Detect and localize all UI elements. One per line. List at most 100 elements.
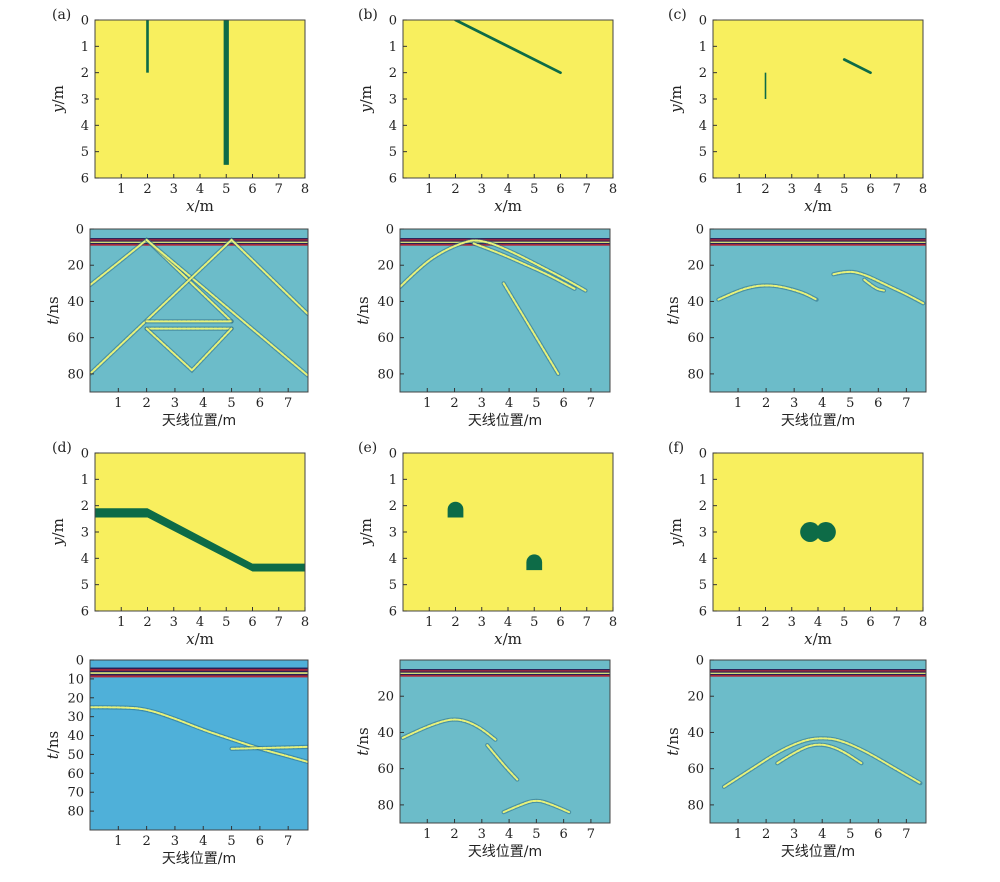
y-tick-label: 1 [699, 40, 707, 55]
y-axis-label: t/ns [44, 731, 62, 759]
x-tick-label: 4 [814, 615, 822, 630]
x-tick-label: 3 [790, 396, 798, 411]
y-tick-label: 0 [81, 14, 89, 29]
y-tick-label: 0 [386, 223, 394, 238]
direct-wave-stripe [90, 667, 308, 670]
y-tick-label: 60 [67, 331, 84, 346]
plot-background [403, 453, 613, 611]
x-tick-label: 7 [587, 827, 595, 842]
x-axis-label: x/m [494, 630, 522, 648]
y-tick-label: 60 [687, 331, 704, 346]
direct-wave-stripe [400, 669, 610, 671]
direct-wave-stripe [400, 242, 610, 245]
y-axis-label: y/m [49, 85, 67, 114]
x-tick-label: 4 [196, 182, 204, 197]
y-tick-label: 6 [699, 605, 707, 620]
x-tick-label: 6 [874, 827, 882, 842]
y-tick-label: 1 [389, 473, 397, 488]
x-tick-label: 8 [919, 615, 927, 630]
direct-wave-stripe [400, 673, 610, 676]
x-axis-label: x/m [186, 630, 214, 648]
x-tick-label: 4 [196, 615, 204, 630]
panel-a-radargram: 1 2 3 4 5 6 7 0 20 40 60 80 天线位置/m t/ns [44, 223, 309, 429]
x-tick-label: 7 [893, 182, 901, 197]
y-tick-label: 40 [67, 729, 84, 744]
y-tick-label: 20 [67, 691, 84, 706]
direct-wave-stripe [400, 241, 610, 244]
x-tick-label: 5 [532, 827, 540, 842]
x-axis-label: x/m [804, 197, 832, 215]
panel-tag: (f) [668, 440, 684, 456]
x-tick-label: 3 [788, 615, 796, 630]
reflection-event [400, 717, 498, 742]
y-tick-label: 3 [81, 93, 89, 108]
y-tick-label: 2 [699, 66, 707, 81]
x-tick-label: 2 [761, 182, 769, 197]
direct-wave-stripe [400, 239, 610, 241]
direct-wave-stripe [90, 669, 308, 672]
x-tick-label: 2 [450, 827, 458, 842]
reflection-event [485, 743, 520, 782]
direct-wave-stripe [710, 240, 926, 243]
x-tick-label: 6 [248, 182, 256, 197]
x-tick-label: 6 [874, 396, 882, 411]
y-tick-label: 1 [389, 40, 397, 55]
target-line [454, 20, 562, 75]
direct-wave-stripe [710, 671, 926, 674]
x-tick-label: 3 [170, 615, 178, 630]
y-tick-label: 20 [687, 259, 704, 274]
y-tick-label: 80 [687, 367, 704, 382]
x-tick-label: 4 [505, 396, 513, 411]
y-tick-label: 5 [699, 145, 707, 160]
y-tick-label: 40 [687, 726, 704, 741]
x-tick-label: 1 [423, 396, 431, 411]
target-rect [223, 20, 229, 165]
y-tick-label: 20 [377, 690, 394, 705]
x-tick-label: 2 [451, 615, 459, 630]
direct-wave-stripe [710, 242, 926, 245]
y-tick-label: 0 [81, 447, 89, 462]
x-tick-label: 3 [171, 834, 179, 849]
y-tick-label: 50 [67, 748, 84, 763]
y-tick-label: 6 [81, 605, 89, 620]
x-tick-label: 6 [559, 827, 567, 842]
target-line [842, 58, 872, 75]
x-tick-label: 1 [114, 396, 122, 411]
panel-tag: (d) [52, 440, 72, 456]
direct-wave-stripe [90, 672, 308, 675]
x-tick-label: 4 [814, 182, 822, 197]
x-tick-label: 1 [734, 827, 742, 842]
x-tick-label: 2 [762, 396, 770, 411]
reflection-event [501, 281, 561, 376]
x-axis-label: x/m [804, 630, 832, 648]
x-tick-label: 7 [902, 827, 910, 842]
y-tick-label: 80 [377, 798, 394, 813]
y-tick-label: 4 [389, 119, 397, 134]
plot-background [400, 660, 610, 823]
y-tick-label: 80 [377, 367, 394, 382]
plot-frame [709, 228, 927, 393]
reflection-event [90, 236, 308, 376]
direct-wave-stripe [90, 238, 308, 240]
reflection-event [229, 744, 308, 751]
x-tick-label: 5 [530, 182, 538, 197]
direct-wave-stripe [400, 671, 610, 674]
y-tick-label: 60 [377, 762, 394, 777]
y-tick-label: 1 [699, 473, 707, 488]
plot-background [403, 20, 613, 178]
y-tick-label: 20 [687, 690, 704, 705]
reflection-event [862, 277, 887, 293]
plot-frame [399, 659, 611, 824]
direct-wave-stripe [90, 239, 308, 241]
reflection-event [144, 237, 308, 378]
direct-wave-stripe [710, 669, 926, 671]
direct-wave-stripe [710, 238, 926, 240]
y-tick-label: 2 [81, 499, 89, 514]
direct-wave-stripe [400, 670, 610, 672]
y-tick-label: 0 [389, 447, 397, 462]
x-tick-label: 1 [425, 615, 433, 630]
x-tick-label: 8 [609, 615, 617, 630]
x-axis-label: 天线位置/m [162, 413, 236, 429]
x-axis-label: 天线位置/m [468, 844, 542, 860]
panel-b-radargram: 1 2 3 4 5 6 7 0 20 40 60 80 天线位置/m t/ns [354, 223, 611, 429]
